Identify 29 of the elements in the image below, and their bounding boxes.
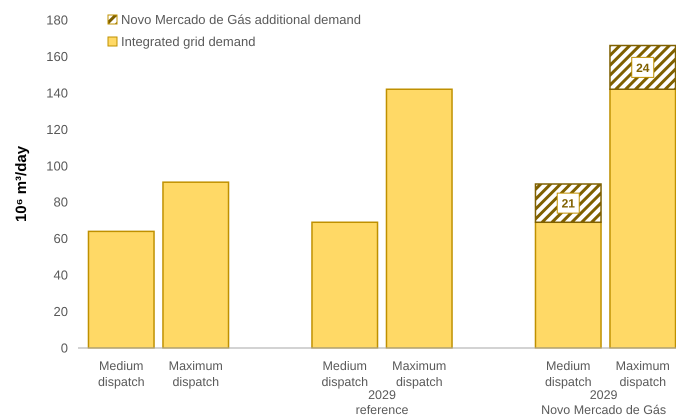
y-axis-title: 10⁶ m³/day xyxy=(13,145,30,222)
x-tick-label: Maximum dispatch xyxy=(392,359,446,389)
y-tick-label: 40 xyxy=(54,268,68,283)
y-tick-label: 140 xyxy=(46,85,68,100)
bar xyxy=(311,222,378,349)
y-tick-label: 0 xyxy=(60,340,68,356)
bar xyxy=(88,230,155,349)
y-tick-label: 180 xyxy=(46,12,68,28)
x-tick-label: Maximum dispatch xyxy=(616,359,670,389)
data-label: 24 xyxy=(636,60,650,75)
text: 2029 Novo Mercado de Gás xyxy=(541,388,666,417)
y-tick-label: 160 xyxy=(46,48,68,64)
bar xyxy=(386,88,453,349)
bar xyxy=(162,181,230,349)
y-tick-label: 120 xyxy=(46,122,68,137)
x-tick-label: Medium dispatch xyxy=(98,359,145,389)
x-tick-label: Medium dispatch xyxy=(321,359,368,389)
text: 2029 reference xyxy=(356,388,408,417)
bar xyxy=(609,88,676,349)
x-tick-label: Maximum dispatch xyxy=(168,359,223,389)
y-tick-label: 80 xyxy=(54,194,68,210)
y-tick-label: 100 xyxy=(46,158,68,174)
legend-label: Novo Mercado de Gás additional demand xyxy=(121,12,361,27)
y-tick-label: 20 xyxy=(54,304,68,320)
y-tick-label: 60 xyxy=(54,231,68,246)
data-label: 21 xyxy=(562,196,576,211)
bar xyxy=(534,222,602,349)
legend-label: Integrated grid demand xyxy=(121,34,256,49)
x-tick-label: Medium dispatch xyxy=(544,359,592,389)
